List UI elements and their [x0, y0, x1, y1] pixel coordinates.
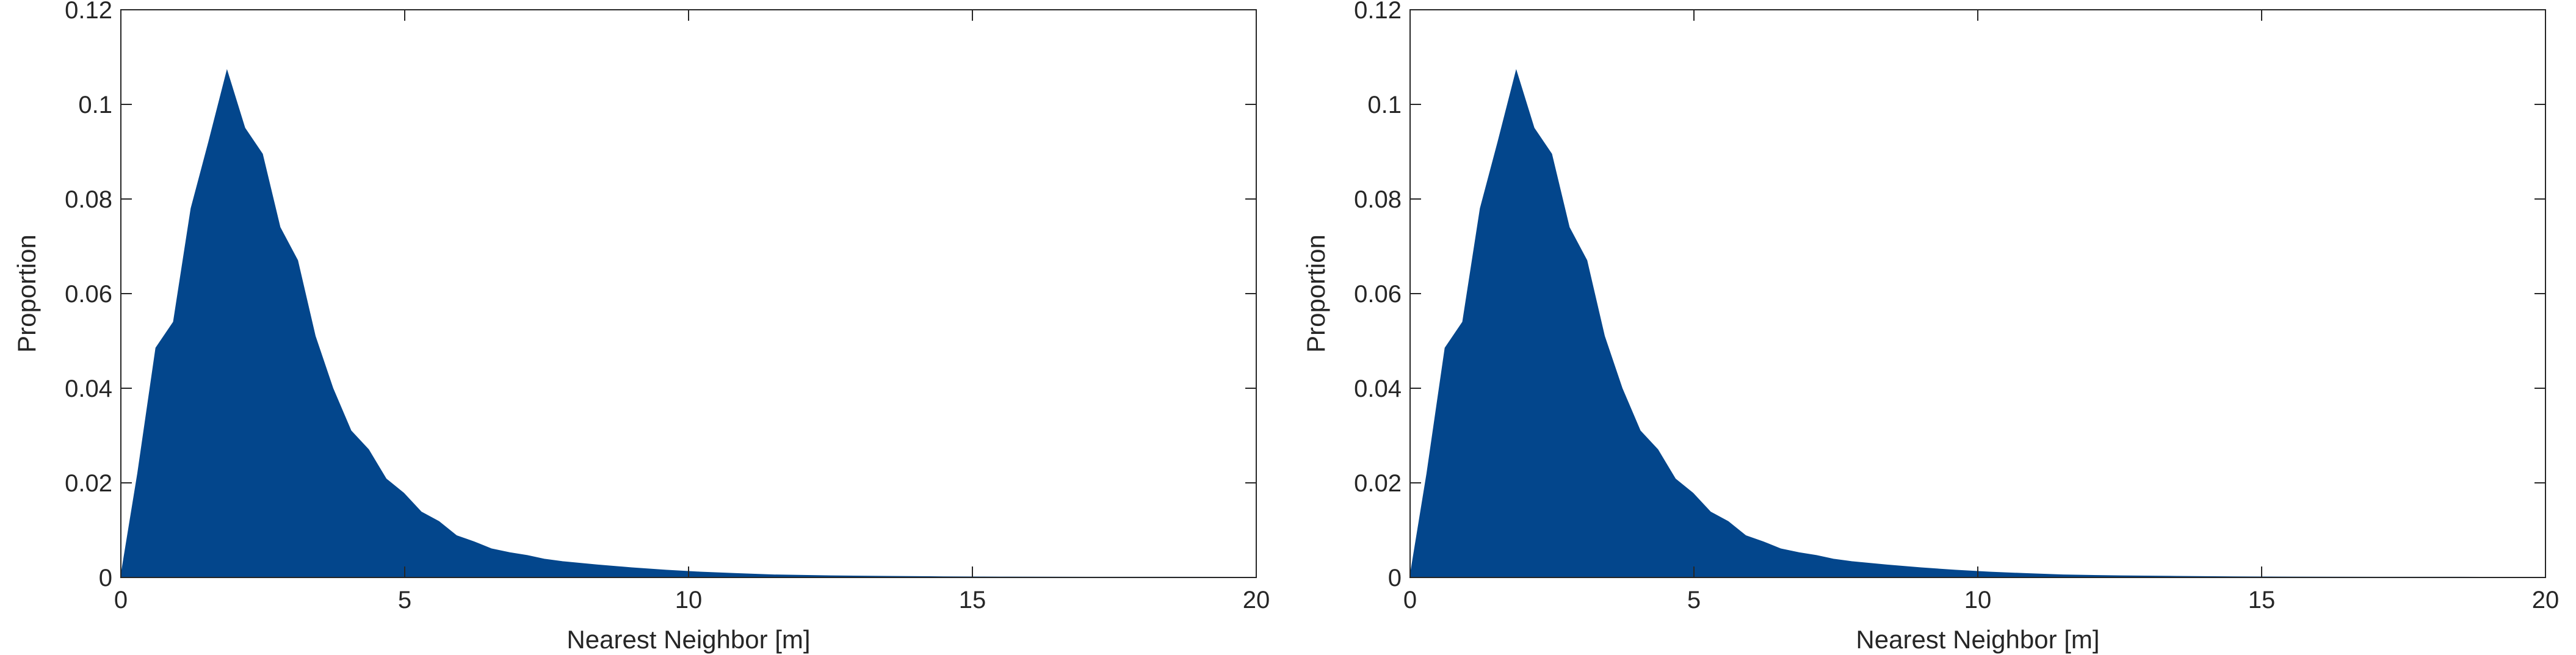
x-tick-label: 20: [2532, 587, 2560, 613]
y-tick-label: 0.08: [65, 186, 112, 213]
y-tick-label: 0.02: [65, 470, 112, 497]
x-axis-label: Nearest Neighbor [m]: [1856, 625, 2099, 654]
y-tick-label: 0.06: [1354, 281, 1402, 308]
y-tick-label: 0.12: [65, 0, 112, 24]
x-tick-label: 10: [1964, 587, 1992, 613]
y-tick-label: 0.12: [1354, 0, 1402, 24]
x-tick-label: 10: [675, 587, 703, 613]
area-series: [120, 69, 1257, 578]
area-series: [1409, 69, 2546, 578]
chart-panel-2: 0 5 10 15 20 0 0.02 0.04 0.06 0.08 0.1 0.12 Nearest …: [1301, 0, 2559, 654]
x-tick-label: 0: [114, 587, 128, 613]
x-tick-label: 20: [1243, 587, 1270, 613]
x-tick-label: 0: [1403, 587, 1417, 613]
y-tick-label: 0.04: [65, 375, 112, 402]
chart-panel-1: 0 5 10 15 20 0 0.02 0.04 0.06 0.08 0.1 0.12 Nearest …: [12, 0, 1270, 654]
y-tick-label: 0.04: [1354, 375, 1402, 402]
x-axis-label: Nearest Neighbor [m]: [566, 625, 810, 654]
y-tick-label: 0.08: [1354, 186, 1402, 213]
y-tick-label: 0: [99, 565, 112, 592]
x-tick-label: 15: [959, 587, 986, 613]
y-axis-label: Proportion: [1301, 234, 1330, 353]
y-tick-label: 0.06: [65, 281, 112, 308]
x-tick-label: 5: [1687, 587, 1701, 613]
y-tick-label: 0.1: [78, 92, 112, 118]
y-axis-label: Proportion: [12, 234, 41, 353]
y-tick-label: 0: [1388, 565, 1402, 592]
y-tick-label: 0.1: [1367, 92, 1402, 118]
x-tick-label: 5: [398, 587, 411, 613]
y-tick-label: 0.02: [1354, 470, 1402, 497]
x-tick-label: 15: [2248, 587, 2276, 613]
